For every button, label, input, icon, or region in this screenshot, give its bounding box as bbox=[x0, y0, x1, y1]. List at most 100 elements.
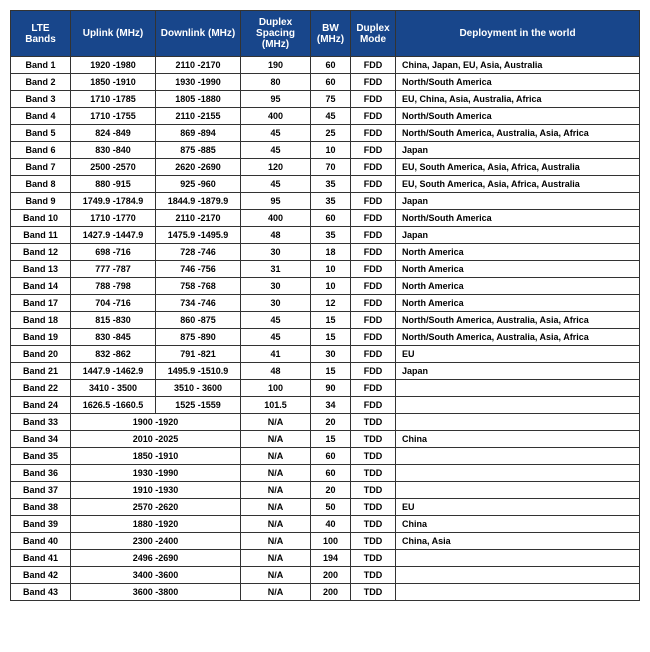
cell-freq: 2570 -2620 bbox=[71, 499, 241, 516]
table-row: Band 433600 -3800N/A200TDD bbox=[11, 584, 640, 601]
table-row: Band 13777 -787746 -7563110FDDNorth Amer… bbox=[11, 261, 640, 278]
cell-dl: 1844.9 -1879.9 bbox=[156, 193, 241, 210]
cell-bw: 70 bbox=[311, 159, 351, 176]
cell-mode: FDD bbox=[351, 363, 396, 380]
cell-bw: 60 bbox=[311, 74, 351, 91]
table-body: Band 11920 -19802110 -217019060FDDChina,… bbox=[11, 57, 640, 601]
table-row: Band 91749.9 -1784.91844.9 -1879.99535FD… bbox=[11, 193, 640, 210]
cell-mode: TDD bbox=[351, 431, 396, 448]
cell-sp: 101.5 bbox=[241, 397, 311, 414]
cell-band: Band 19 bbox=[11, 329, 71, 346]
cell-bw: 45 bbox=[311, 108, 351, 125]
cell-bw: 75 bbox=[311, 91, 351, 108]
table-row: Band 12698 -716728 -7463018FDDNorth Amer… bbox=[11, 244, 640, 261]
cell-dl: 1805 -1880 bbox=[156, 91, 241, 108]
cell-mode: FDD bbox=[351, 210, 396, 227]
cell-dl: 1495.9 -1510.9 bbox=[156, 363, 241, 380]
cell-band: Band 36 bbox=[11, 465, 71, 482]
cell-band: Band 14 bbox=[11, 278, 71, 295]
cell-freq: 2300 -2400 bbox=[71, 533, 241, 550]
cell-dl: 2110 -2170 bbox=[156, 57, 241, 74]
cell-freq: 1910 -1930 bbox=[71, 482, 241, 499]
cell-mode: TDD bbox=[351, 584, 396, 601]
cell-sp: 30 bbox=[241, 295, 311, 312]
cell-band: Band 2 bbox=[11, 74, 71, 91]
cell-band: Band 9 bbox=[11, 193, 71, 210]
cell-sp: 95 bbox=[241, 193, 311, 210]
cell-mode: TDD bbox=[351, 499, 396, 516]
cell-bw: 12 bbox=[311, 295, 351, 312]
cell-freq: 3400 -3600 bbox=[71, 567, 241, 584]
cell-dep: Japan bbox=[396, 363, 640, 380]
cell-dl: 925 -960 bbox=[156, 176, 241, 193]
cell-ul: 698 -716 bbox=[71, 244, 156, 261]
col-duplex-spacing: Duplex Spacing (MHz) bbox=[241, 11, 311, 57]
cell-dl: 3510 - 3600 bbox=[156, 380, 241, 397]
cell-mode: FDD bbox=[351, 295, 396, 312]
cell-mode: FDD bbox=[351, 227, 396, 244]
cell-mode: TDD bbox=[351, 448, 396, 465]
cell-bw: 15 bbox=[311, 431, 351, 448]
cell-dep: China, Japan, EU, Asia, Australia bbox=[396, 57, 640, 74]
cell-band: Band 39 bbox=[11, 516, 71, 533]
cell-sp: N/A bbox=[241, 550, 311, 567]
cell-freq: 1880 -1920 bbox=[71, 516, 241, 533]
cell-bw: 50 bbox=[311, 499, 351, 516]
lte-bands-table: LTE Bands Uplink (MHz) Downlink (MHz) Du… bbox=[10, 10, 640, 601]
cell-dl: 2620 -2690 bbox=[156, 159, 241, 176]
cell-dl: 728 -746 bbox=[156, 244, 241, 261]
cell-bw: 90 bbox=[311, 380, 351, 397]
table-row: Band 72500 -25702620 -269012070FDDEU, So… bbox=[11, 159, 640, 176]
table-row: Band 331900 -1920N/A20TDD bbox=[11, 414, 640, 431]
cell-sp: 400 bbox=[241, 108, 311, 125]
cell-sp: 30 bbox=[241, 244, 311, 261]
cell-dep: North/South America, Australia, Asia, Af… bbox=[396, 125, 640, 142]
cell-dep: EU, China, Asia, Australia, Africa bbox=[396, 91, 640, 108]
cell-sp: N/A bbox=[241, 584, 311, 601]
table-header-row: LTE Bands Uplink (MHz) Downlink (MHz) Du… bbox=[11, 11, 640, 57]
cell-ul: 830 -845 bbox=[71, 329, 156, 346]
cell-mode: FDD bbox=[351, 74, 396, 91]
cell-dl: 1475.9 -1495.9 bbox=[156, 227, 241, 244]
cell-band: Band 38 bbox=[11, 499, 71, 516]
cell-dep: North/South America bbox=[396, 108, 640, 125]
cell-mode: FDD bbox=[351, 397, 396, 414]
cell-dep bbox=[396, 584, 640, 601]
cell-ul: 880 -915 bbox=[71, 176, 156, 193]
cell-dl: 758 -768 bbox=[156, 278, 241, 295]
cell-ul: 1710 -1755 bbox=[71, 108, 156, 125]
cell-sp: 41 bbox=[241, 346, 311, 363]
cell-dep: North America bbox=[396, 244, 640, 261]
cell-dep bbox=[396, 414, 640, 431]
cell-sp: N/A bbox=[241, 431, 311, 448]
cell-sp: 45 bbox=[241, 125, 311, 142]
cell-mode: FDD bbox=[351, 108, 396, 125]
cell-mode: TDD bbox=[351, 465, 396, 482]
cell-ul: 3410 - 3500 bbox=[71, 380, 156, 397]
cell-sp: 80 bbox=[241, 74, 311, 91]
col-deployment: Deployment in the world bbox=[396, 11, 640, 57]
cell-bw: 60 bbox=[311, 465, 351, 482]
cell-mode: FDD bbox=[351, 57, 396, 74]
cell-mode: FDD bbox=[351, 380, 396, 397]
cell-bw: 18 bbox=[311, 244, 351, 261]
cell-sp: 190 bbox=[241, 57, 311, 74]
cell-sp: N/A bbox=[241, 567, 311, 584]
cell-sp: 45 bbox=[241, 329, 311, 346]
cell-bw: 60 bbox=[311, 57, 351, 74]
cell-freq: 1900 -1920 bbox=[71, 414, 241, 431]
table-row: Band 31710 -17851805 -18809575FDDEU, Chi… bbox=[11, 91, 640, 108]
cell-dep: China bbox=[396, 516, 640, 533]
table-row: Band 223410 - 35003510 - 360010090FDD bbox=[11, 380, 640, 397]
cell-bw: 35 bbox=[311, 176, 351, 193]
cell-freq: 2496 -2690 bbox=[71, 550, 241, 567]
table-row: Band 11920 -19802110 -217019060FDDChina,… bbox=[11, 57, 640, 74]
cell-band: Band 22 bbox=[11, 380, 71, 397]
cell-sp: N/A bbox=[241, 482, 311, 499]
cell-dep bbox=[396, 567, 640, 584]
cell-band: Band 11 bbox=[11, 227, 71, 244]
cell-band: Band 12 bbox=[11, 244, 71, 261]
cell-mode: FDD bbox=[351, 193, 396, 210]
cell-mode: FDD bbox=[351, 176, 396, 193]
cell-sp: N/A bbox=[241, 533, 311, 550]
